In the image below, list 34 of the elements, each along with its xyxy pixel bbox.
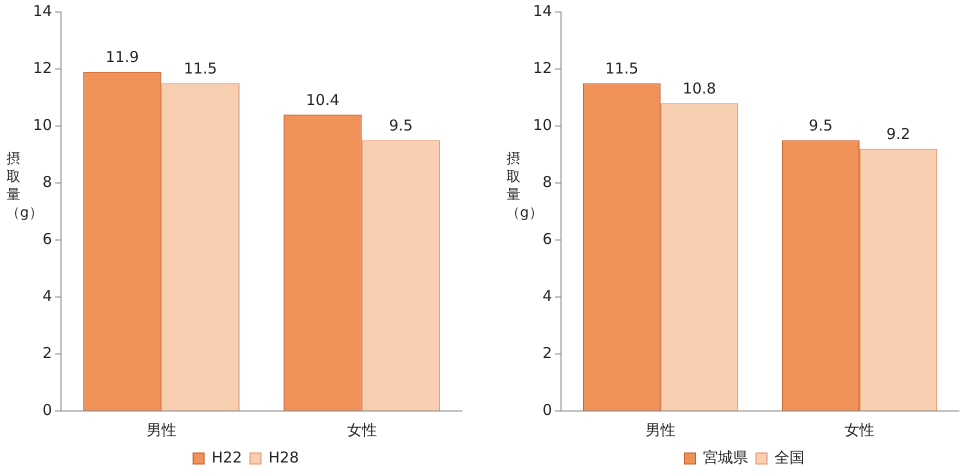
y-axis-title: 摂取量（g） xyxy=(506,150,543,222)
y-tick-label: 10 xyxy=(532,116,552,134)
y-tick-label: 10 xyxy=(32,116,52,134)
data-label: 11.5 xyxy=(605,60,638,78)
data-label: 10.8 xyxy=(682,80,716,98)
y-tick-label: 12 xyxy=(32,58,52,77)
x-tick-label: 男性 xyxy=(146,420,176,439)
data-label: 10.4 xyxy=(306,90,340,109)
y-tick-label: 6 xyxy=(542,230,552,248)
y-axis-title: 摂取量（g） xyxy=(6,150,43,222)
x-tick-label: 女性 xyxy=(844,420,875,439)
legend-label: 宮城県 xyxy=(703,448,748,466)
x-tick-label: 女性 xyxy=(346,420,377,439)
legend-label: H28 xyxy=(268,448,299,466)
y-tick-label: 14 xyxy=(532,2,552,20)
y-tick-label: 4 xyxy=(42,286,52,305)
legend-label: 全国 xyxy=(774,448,804,466)
y-tick-label: 12 xyxy=(532,58,552,77)
y-tick-label: 4 xyxy=(542,286,552,305)
data-label: 11.5 xyxy=(184,60,218,78)
y-tick-label: 8 xyxy=(542,172,552,191)
y-tick-label: 8 xyxy=(42,172,52,191)
data-label: 9.2 xyxy=(886,125,910,144)
y-tick-label: 0 xyxy=(42,400,52,419)
legend-label: H22 xyxy=(212,448,242,466)
y-tick-label: 2 xyxy=(542,344,552,362)
data-label: 9.5 xyxy=(388,116,413,135)
y-tick-label: 0 xyxy=(542,400,552,419)
y-tick-label: 2 xyxy=(42,344,52,362)
x-tick-label: 男性 xyxy=(646,420,676,439)
y-tick-label: 14 xyxy=(32,2,52,20)
data-label: 9.5 xyxy=(808,116,833,135)
data-label: 11.9 xyxy=(106,48,139,66)
y-tick-label: 6 xyxy=(42,230,52,248)
